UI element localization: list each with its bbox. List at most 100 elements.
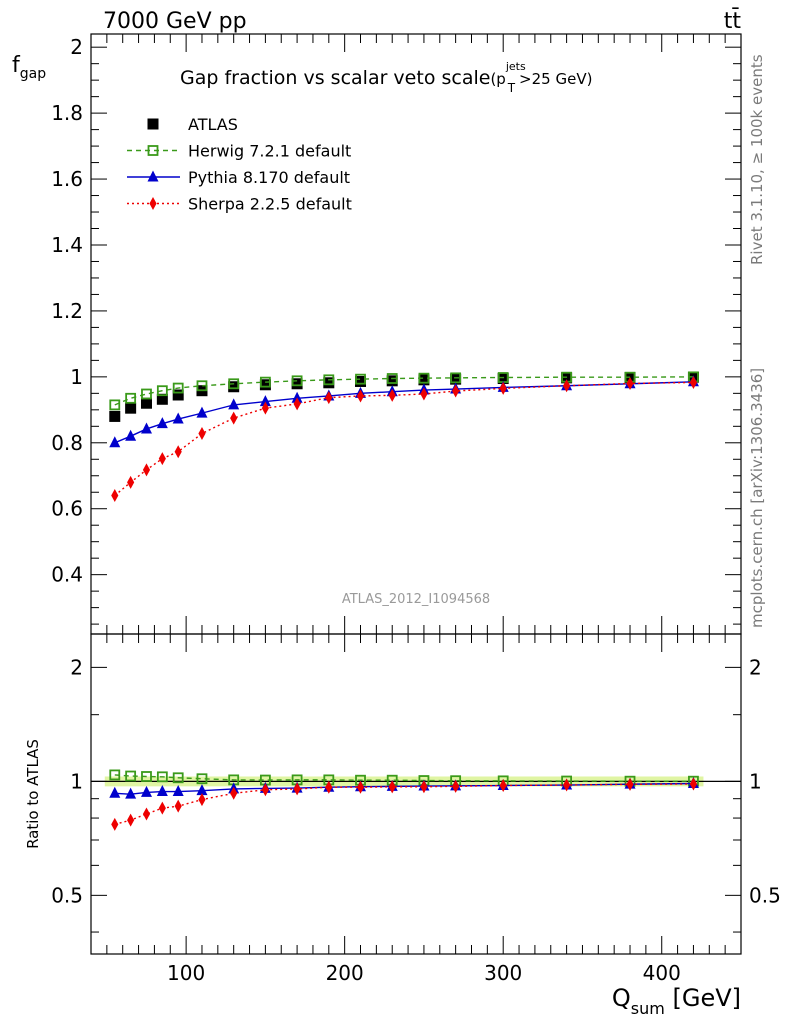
series-point-sherpa-2-2-5-default — [356, 389, 365, 403]
series-point-pythia-8-170-default — [125, 429, 137, 441]
ratio-point-sherpa-2-2-5-default — [626, 777, 634, 791]
series-point-herwig-7-2-1-default — [418, 372, 430, 384]
process-label: tt̄ — [724, 8, 742, 34]
series-point-herwig-7-2-1-default — [259, 376, 271, 388]
series-point-atlas — [497, 373, 509, 385]
series-point-sherpa-2-2-5-default — [127, 475, 135, 489]
series-point-herwig-7-2-1-default — [386, 373, 398, 384]
ratio-y-tick-label: 0.5 — [51, 883, 83, 907]
x-axis-label-sub: sum — [631, 999, 665, 1018]
chart-title-sup: jets — [505, 60, 526, 73]
series-point-atlas — [418, 374, 430, 386]
main-y-label-main: f — [12, 53, 21, 78]
series-point-sherpa-2-2-5-default — [230, 411, 238, 425]
ratio-point-sherpa-2-2-5-default — [499, 779, 507, 793]
energy-label: 7000 GeV pp — [103, 9, 247, 34]
ratio-point-sherpa-2-2-5-default — [142, 807, 151, 821]
series-point-atlas — [172, 389, 184, 401]
x-axis-label: Qsum [GeV] — [612, 984, 741, 1018]
series-point-herwig-7-2-1-default — [355, 373, 366, 385]
main-plot-layer — [109, 371, 699, 503]
ratio-point-sherpa-2-2-5-default — [230, 786, 238, 800]
series-point-herwig-7-2-1-default — [228, 378, 240, 390]
tick-layer: 0.4 0.6 0.8 1 1.2 1.4 1.6 1.8 2 0.5 0.5 1 1 2 2 100 200 3… — [51, 34, 781, 985]
ratio-y-tick-label-right: 2 — [749, 655, 762, 679]
chart-title-paren: (p — [490, 70, 505, 88]
main-y-tick-label: 0.8 — [51, 431, 83, 455]
x-axis-label-main: Q — [612, 984, 631, 1012]
series-point-atlas — [140, 397, 152, 409]
ratio-point-herwig-7-2-1-default — [172, 772, 184, 784]
legend-label-sherpa-2-2-5-default: Sherpa 2.2.5 default — [188, 195, 352, 214]
ratio-point-herwig-7-2-1-default — [141, 771, 152, 782]
main-y-tick-label: 1.4 — [51, 233, 83, 257]
main-y-tick-label: 1.2 — [51, 299, 83, 323]
ratio-point-pythia-8-170-default — [125, 787, 137, 799]
series-point-sherpa-2-2-5-default — [325, 391, 333, 405]
ratio-y-tick-label: 2 — [70, 655, 83, 679]
ratio-point-sherpa-2-2-5-default — [127, 813, 135, 827]
legend-marker-pythia-8-170-default — [147, 170, 159, 182]
ratio-point-herwig-7-2-1-default — [156, 771, 168, 783]
ratio-point-sherpa-2-2-5-default — [111, 817, 119, 831]
main-y-label: fgap — [12, 53, 46, 82]
ratio-point-sherpa-2-2-5-default — [158, 801, 166, 815]
ratio-point-sherpa-2-2-5-default — [689, 777, 698, 791]
ratio-y-tick-label-right: 0.5 — [749, 883, 781, 907]
series-point-atlas — [259, 379, 271, 391]
series-point-sherpa-2-2-5-default — [563, 379, 571, 393]
series-point-sherpa-2-2-5-default — [420, 387, 428, 401]
chart-title: Gap fraction vs scalar veto scale(pjets T… — [180, 60, 592, 95]
series-point-sherpa-2-2-5-default — [452, 384, 460, 398]
series-point-atlas — [125, 402, 137, 414]
chart-title-sub: T — [507, 81, 516, 95]
ratio-point-sherpa-2-2-5-default — [293, 782, 301, 796]
series-point-herwig-7-2-1-default — [109, 399, 121, 411]
legend: ATLAS Herwig 7.2.1 default Pythia 8.170 de… — [127, 115, 352, 214]
series-point-herwig-7-2-1-default — [196, 380, 208, 392]
x-tick-label: 400 — [643, 961, 681, 985]
series-point-atlas — [355, 375, 367, 387]
ratio-point-sherpa-2-2-5-default — [452, 779, 460, 793]
series-point-herwig-7-2-1-default — [291, 375, 303, 387]
legend-label-atlas: ATLAS — [188, 115, 238, 134]
ratio-y-label: Ratio to ATLAS — [24, 739, 42, 849]
series-point-sherpa-2-2-5-default — [111, 489, 119, 503]
series-point-atlas — [450, 373, 462, 385]
ratio-point-pythia-8-170-default — [156, 785, 168, 797]
ratio-point-herwig-7-2-1-default — [196, 773, 208, 785]
ratio-point-herwig-7-2-1-default — [125, 770, 137, 782]
series-point-pythia-8-170-default — [140, 422, 152, 434]
x-tick-label: 100 — [167, 961, 205, 985]
series-point-herwig-7-2-1-default — [125, 392, 137, 404]
ratio-point-sherpa-2-2-5-default — [420, 780, 428, 794]
rivet-label: Rivet 3.1.10, ≥ 100k events — [748, 54, 766, 265]
series-point-pythia-8-170-default — [172, 412, 184, 424]
series-point-sherpa-2-2-5-default — [689, 375, 698, 389]
ratio-point-sherpa-2-2-5-default — [198, 793, 206, 807]
mcplots-label: mcplots.cern.ch [arXiv:1306.3436] — [748, 368, 766, 628]
ratio-point-herwig-7-2-1-default — [109, 769, 121, 781]
series-point-pythia-8-170-default — [196, 406, 208, 418]
main-y-tick-label: 1 — [70, 365, 83, 389]
series-point-pythia-8-170-default — [291, 391, 303, 403]
main-y-label-sub: gap — [20, 66, 46, 82]
ratio-line-herwig-7-2-1-default — [114, 774, 694, 782]
series-point-sherpa-2-2-5-default — [174, 445, 182, 459]
series-point-atlas — [156, 393, 168, 405]
x-axis-label-unit: [GeV] — [665, 984, 741, 1012]
main-y-tick-label: 2 — [70, 35, 83, 59]
chart-title-main: Gap fraction vs scalar veto scale — [180, 67, 490, 89]
ratio-point-pythia-8-170-default — [140, 785, 152, 797]
series-point-pythia-8-170-default — [228, 398, 240, 410]
ratio-y-tick-label-right: 1 — [749, 769, 762, 793]
legend-marker-atlas — [147, 118, 159, 130]
ratio-plot-layer — [91, 769, 741, 831]
series-point-sherpa-2-2-5-default — [261, 401, 269, 415]
series-point-sherpa-2-2-5-default — [626, 376, 634, 390]
series-point-atlas — [109, 410, 121, 422]
ratio-point-sherpa-2-2-5-default — [261, 783, 269, 797]
ratio-point-pythia-8-170-default — [196, 784, 208, 796]
